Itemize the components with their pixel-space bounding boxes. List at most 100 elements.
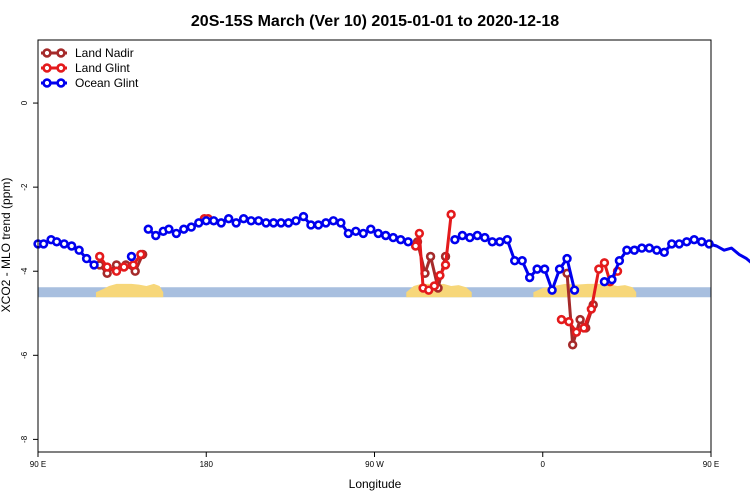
data-point — [429, 281, 440, 291]
x-tick-label: 90 W — [365, 460, 384, 469]
data-point — [457, 230, 468, 241]
data-point — [554, 264, 565, 274]
data-point — [425, 251, 436, 262]
data-point — [186, 222, 196, 232]
data-point — [194, 218, 204, 228]
data-point — [532, 264, 542, 274]
data-point — [674, 239, 684, 249]
data-point — [414, 228, 425, 239]
data-point — [571, 327, 582, 337]
data-point — [517, 256, 527, 266]
data-point — [599, 277, 610, 287]
data-point — [681, 237, 692, 247]
data-point — [569, 285, 580, 295]
data-point — [66, 241, 77, 251]
land-mask-region — [533, 283, 637, 298]
data-point — [629, 245, 640, 255]
data-point — [171, 228, 182, 239]
data-point — [253, 216, 264, 226]
y-tick-label: -8 — [20, 435, 29, 443]
data-point — [381, 230, 391, 241]
data-point — [659, 247, 669, 258]
series-line — [414, 214, 453, 292]
data-point — [126, 251, 137, 262]
data-point — [502, 234, 512, 245]
x-axis-title: Longitude — [349, 477, 402, 491]
data-point — [472, 230, 483, 241]
data-point — [524, 272, 535, 283]
data-point — [403, 237, 413, 247]
data-point — [328, 216, 339, 226]
data-point — [51, 237, 62, 247]
data-point — [209, 216, 219, 226]
legend-item: Ocean Glint — [41, 76, 139, 90]
data-point — [268, 218, 279, 228]
data-point — [89, 260, 99, 270]
data-point — [94, 251, 105, 262]
legend-marker — [56, 48, 66, 58]
data-point — [440, 260, 451, 270]
data-point — [358, 228, 368, 239]
data-point — [179, 224, 189, 234]
data-point — [450, 234, 460, 245]
data-point — [395, 234, 406, 245]
data-point — [622, 245, 632, 255]
data-point — [510, 256, 520, 266]
axes-layer: 90 E 180 90 W 0 90 E 0 -2 -4 -6 -8 — [20, 39, 719, 469]
data-point — [276, 218, 286, 228]
data-point — [321, 218, 331, 228]
data-point — [644, 243, 655, 253]
data-point — [283, 218, 294, 228]
data-point — [298, 211, 309, 222]
data-point — [59, 239, 69, 249]
data-point — [313, 220, 324, 230]
data-point — [487, 237, 497, 247]
legend-marker — [42, 78, 52, 88]
data-point — [102, 262, 112, 272]
series-layer — [33, 209, 750, 350]
data-point — [38, 239, 49, 249]
data-point — [575, 314, 585, 325]
data-point — [567, 340, 578, 350]
x-tick-label: 0 — [541, 460, 546, 469]
legend-label: Land Glint — [75, 61, 130, 75]
data-point — [579, 323, 589, 333]
data-point — [216, 218, 226, 228]
data-point — [366, 224, 376, 234]
legend-marker — [56, 78, 66, 88]
data-point — [151, 230, 161, 241]
legend-item: Land Glint — [41, 61, 130, 75]
data-point — [614, 256, 625, 266]
legend-label: Land Nadir — [75, 46, 134, 60]
data-point — [246, 216, 256, 226]
x-tick-label: 90 E — [30, 460, 46, 469]
series-ocean-glint — [33, 211, 750, 295]
data-point — [547, 285, 557, 295]
data-point — [261, 218, 271, 228]
data-point — [704, 239, 714, 249]
x-tick-label: 180 — [200, 460, 214, 469]
data-point — [336, 218, 346, 228]
data-point — [562, 253, 572, 264]
data-point — [556, 314, 567, 325]
data-point — [231, 218, 241, 228]
ocean-mask-band — [38, 287, 711, 298]
data-point — [495, 237, 505, 247]
data-point — [410, 241, 421, 251]
data-point — [373, 228, 383, 239]
legend-label: Ocean Glint — [75, 76, 139, 90]
legend-item: Land Nadir — [41, 46, 134, 60]
y-axis-title: XCO2 - MLO trend (ppm) — [0, 178, 13, 313]
legend-marker — [42, 63, 52, 73]
y-tick-label: -4 — [20, 267, 29, 275]
data-point — [136, 249, 146, 260]
data-point — [291, 216, 301, 226]
data-point — [594, 264, 604, 274]
data-point — [143, 224, 153, 234]
data-point — [480, 232, 490, 243]
data-point — [435, 270, 445, 281]
x-tick-label: 90 E — [703, 460, 719, 469]
chart-title: 20S-15S March (Ver 10) 2015-01-01 to 202… — [191, 13, 559, 30]
